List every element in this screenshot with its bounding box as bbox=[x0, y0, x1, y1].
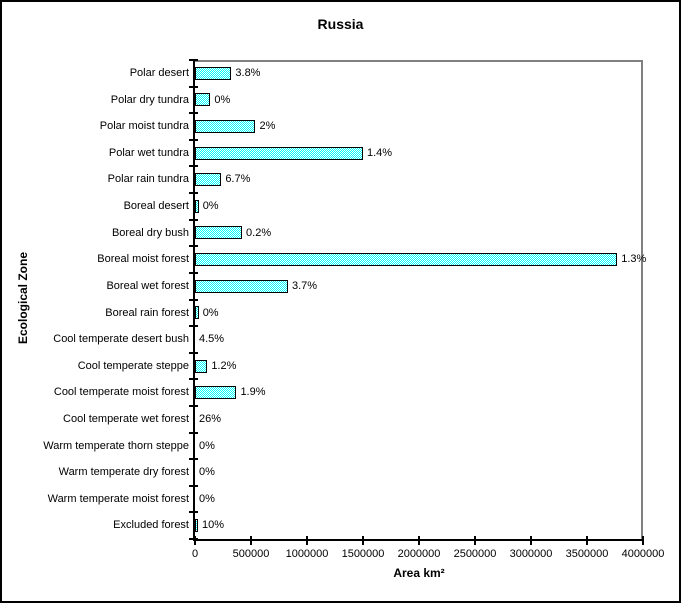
bar-value-label: 1.3% bbox=[621, 253, 647, 266]
bar bbox=[195, 173, 222, 187]
x-axis-tick-label: 500000 bbox=[232, 548, 270, 560]
bar-value-label: 4.5% bbox=[199, 333, 225, 346]
category-label: Boreal moist forest bbox=[97, 253, 189, 266]
x-axis-tick-label: 2500000 bbox=[453, 548, 497, 560]
category-label: Warm temperate moist forest bbox=[47, 492, 189, 505]
x-axis-tick bbox=[418, 536, 420, 545]
category-label: Polar rain tundra bbox=[107, 173, 189, 186]
bar-value-label: 0% bbox=[199, 439, 215, 452]
y-axis-tick bbox=[189, 325, 198, 328]
y-axis-tick bbox=[189, 458, 198, 461]
y-axis-tick bbox=[189, 431, 198, 434]
bar-value-label: 1.9% bbox=[240, 386, 266, 399]
chart-title: Russia bbox=[317, 16, 364, 32]
x-axis-tick-label: 1500000 bbox=[341, 548, 385, 560]
bar-value-label: 10% bbox=[202, 519, 225, 532]
x-axis-tick-label: 2000000 bbox=[397, 548, 441, 560]
category-label: Polar wet tundra bbox=[108, 146, 189, 159]
y-axis-tick bbox=[189, 484, 198, 487]
bar bbox=[195, 279, 288, 293]
bar bbox=[195, 226, 243, 240]
y-axis-tick bbox=[189, 511, 198, 514]
y-axis-tick bbox=[189, 538, 198, 540]
bar-value-label: 0% bbox=[202, 200, 219, 213]
x-axis-tick bbox=[586, 536, 588, 545]
y-axis-tick bbox=[189, 59, 198, 61]
category-label: Boreal rain forest bbox=[105, 306, 189, 319]
x-axis-tick-label: 3500000 bbox=[565, 548, 609, 560]
category-label: Boreal dry bush bbox=[111, 226, 189, 239]
bar bbox=[195, 146, 363, 160]
category-label: Boreal desert bbox=[123, 200, 189, 213]
bar bbox=[195, 93, 211, 107]
bar bbox=[195, 66, 232, 80]
category-label: Cool temperate steppe bbox=[77, 359, 189, 372]
category-label: Polar desert bbox=[129, 67, 189, 79]
y-axis-tick bbox=[189, 298, 198, 301]
bar bbox=[195, 120, 256, 134]
bar-value-label: 0% bbox=[202, 306, 219, 319]
category-label: Warm temperate dry forest bbox=[58, 466, 189, 479]
bar-value-label: 0% bbox=[199, 466, 215, 479]
x-axis-tick bbox=[530, 536, 532, 545]
x-axis-tick bbox=[194, 536, 196, 545]
x-axis-tick-label: 0 bbox=[191, 548, 199, 560]
bar bbox=[195, 253, 618, 267]
category-label: Excluded forest bbox=[113, 519, 189, 532]
x-axis-tick-label: 4000000 bbox=[621, 548, 665, 560]
y-axis-tick bbox=[189, 112, 198, 115]
bar-value-label: 0% bbox=[214, 93, 231, 106]
x-axis-tick bbox=[474, 536, 476, 545]
category-label: Cool temperate desert bush bbox=[53, 333, 189, 346]
y-axis-tick bbox=[189, 271, 198, 274]
y-axis-tick bbox=[189, 218, 198, 221]
bar-value-label: 3.7% bbox=[291, 279, 318, 292]
bar-value-label: 26% bbox=[199, 412, 222, 425]
bar-value-label: 0% bbox=[199, 492, 215, 505]
x-axis-tick-label: 3000000 bbox=[509, 548, 553, 560]
bar-value-label: 1.4% bbox=[367, 146, 393, 159]
x-axis-title: Area km² bbox=[393, 566, 445, 580]
x-axis-tick bbox=[306, 536, 308, 545]
y-axis-tick bbox=[189, 404, 198, 407]
y-axis-tick bbox=[189, 351, 198, 354]
category-label: Cool temperate moist forest bbox=[53, 386, 189, 399]
y-axis-tick bbox=[189, 165, 198, 168]
plot-area bbox=[195, 60, 643, 539]
bar bbox=[195, 306, 199, 320]
y-axis-tick bbox=[189, 378, 198, 381]
x-axis-tick bbox=[250, 536, 252, 545]
y-axis-line bbox=[193, 60, 195, 541]
bar-value-label: 6.7% bbox=[225, 173, 251, 186]
bar bbox=[195, 386, 237, 400]
category-label: Cool temperate wet forest bbox=[63, 412, 189, 425]
bar-value-label: 2% bbox=[259, 120, 276, 133]
y-axis-tick bbox=[189, 138, 198, 141]
x-axis-tick-label: 1000000 bbox=[285, 548, 329, 560]
x-axis-tick bbox=[362, 536, 364, 545]
category-label: Polar dry tundra bbox=[110, 93, 189, 106]
y-axis-title: Ecological Zone bbox=[16, 251, 30, 345]
category-label: Warm temperate thorn steppe bbox=[43, 439, 189, 452]
bar-value-label: 1.2% bbox=[211, 359, 237, 372]
bar bbox=[195, 199, 199, 213]
y-axis-tick bbox=[189, 85, 198, 88]
y-axis-tick bbox=[189, 192, 198, 195]
category-label: Polar moist tundra bbox=[99, 120, 189, 133]
bar-value-label: 0.2% bbox=[246, 226, 272, 239]
bar-value-label: 3.8% bbox=[235, 67, 261, 79]
y-axis-tick bbox=[189, 245, 198, 248]
bar bbox=[195, 359, 208, 373]
x-axis-tick bbox=[642, 536, 644, 545]
category-label: Boreal wet forest bbox=[106, 279, 189, 292]
bar bbox=[195, 519, 199, 533]
